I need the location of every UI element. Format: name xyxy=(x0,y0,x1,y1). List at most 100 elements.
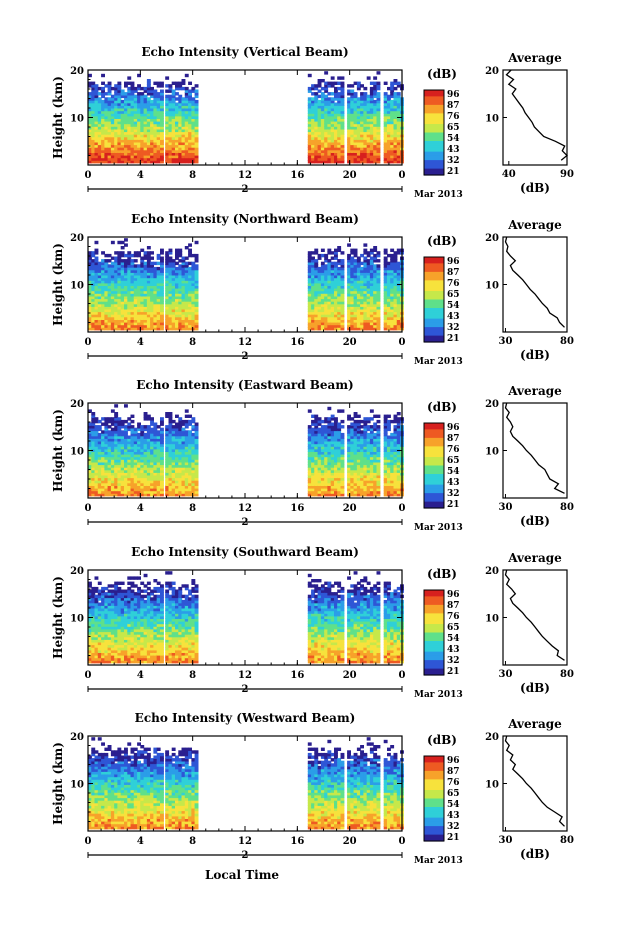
heatmap-cell xyxy=(97,479,102,484)
heatmap-cell xyxy=(314,313,319,318)
heatmap-cell xyxy=(120,123,125,127)
heatmap-cell xyxy=(363,269,368,273)
heatmap-cell xyxy=(366,298,371,302)
heatmap-cell xyxy=(137,432,141,437)
heatmap-cell xyxy=(165,131,170,135)
heatmap-cell xyxy=(88,316,92,320)
heatmap-cell xyxy=(140,110,145,114)
heatmap-cell xyxy=(307,89,312,93)
heatmap-cell xyxy=(181,319,186,323)
heatmap-cell xyxy=(396,99,401,104)
heatmap-cell xyxy=(165,466,170,471)
heatmap-cell xyxy=(165,440,170,445)
heatmap-cell xyxy=(153,316,158,320)
heatmap-cell xyxy=(307,136,312,140)
heatmap-cell xyxy=(396,316,401,320)
heatmap-cell xyxy=(110,427,115,432)
heatmap-cell xyxy=(171,149,176,153)
heatmap-cell xyxy=(114,474,119,479)
heatmap-cell xyxy=(387,118,391,122)
heatmap-cell xyxy=(314,324,319,328)
heatmap-cell xyxy=(130,446,135,450)
heatmap-cell xyxy=(191,311,196,315)
heatmap-cell xyxy=(347,280,351,284)
heatmap-cell xyxy=(114,97,119,101)
heatmap-cell xyxy=(140,482,145,486)
heatmap-cell xyxy=(390,269,395,273)
heatmap-cell xyxy=(369,105,374,109)
heatmap-cell xyxy=(366,141,371,146)
heatmap-cell xyxy=(168,123,173,127)
heatmap-cell xyxy=(165,300,170,305)
heatmap-cell xyxy=(146,477,151,481)
heatmap-cell xyxy=(171,472,176,476)
heatmap-cell xyxy=(178,474,183,479)
heatmap-cell xyxy=(171,144,176,148)
heatmap-cell xyxy=(194,453,199,458)
heatmap-cell xyxy=(168,94,173,99)
heatmap-cell xyxy=(337,136,342,140)
heatmap-cell xyxy=(188,319,192,323)
heatmap-cell xyxy=(387,264,391,268)
heatmap-cell xyxy=(114,94,119,99)
heatmap-cell xyxy=(330,110,335,114)
heatmap-cell xyxy=(110,154,115,159)
heatmap-cell xyxy=(117,300,122,305)
heatmap-cell xyxy=(153,324,158,328)
heatmap-cell xyxy=(314,146,319,151)
heatmap-cell xyxy=(153,274,158,279)
heatmap-cell xyxy=(127,272,132,276)
heatmap-cell xyxy=(383,264,388,268)
heatmap-cell xyxy=(120,490,125,494)
heatmap-cell xyxy=(307,149,312,153)
heatmap-cell xyxy=(393,141,398,146)
heatmap-cell xyxy=(130,443,135,447)
heatmap-cell xyxy=(153,293,158,297)
heatmap-cell xyxy=(114,139,119,143)
heatmap-cell xyxy=(350,298,355,302)
heatmap-cell xyxy=(88,432,92,437)
heatmap-cell xyxy=(88,303,92,307)
heatmap-cell xyxy=(330,269,335,273)
heatmap-cell xyxy=(117,102,122,106)
heatmap-cell xyxy=(317,269,322,273)
heatmap-cell xyxy=(130,282,135,286)
heatmap-cell xyxy=(184,485,189,489)
heatmap-cell xyxy=(390,136,395,140)
heatmap-cell xyxy=(146,123,151,127)
heatmap-cell xyxy=(140,274,145,279)
heatmap-cell xyxy=(330,118,335,122)
heatmap-cell xyxy=(171,446,176,450)
heatmap-cell xyxy=(356,99,361,104)
heatmap-cell xyxy=(334,256,338,260)
heatmap-cell xyxy=(168,141,173,146)
heatmap-cell xyxy=(171,118,176,122)
heatmap-cell xyxy=(101,464,105,468)
heatmap-cell xyxy=(369,89,374,93)
heatmap-cell xyxy=(387,133,391,138)
heatmap-cell xyxy=(117,448,122,452)
heatmap-cell xyxy=(320,99,325,104)
heatmap-cell xyxy=(150,149,154,153)
heatmap-cell xyxy=(387,298,391,302)
heatmap-cell xyxy=(150,94,154,99)
heatmap-cell xyxy=(101,92,105,96)
heatmap-cell xyxy=(143,313,148,318)
heatmap-cell xyxy=(340,146,345,151)
heatmap-cell xyxy=(146,92,151,96)
heatmap-cell xyxy=(373,149,378,153)
heatmap-cell xyxy=(393,136,398,140)
heatmap-cell xyxy=(320,306,325,310)
heatmap-cell xyxy=(327,477,332,481)
heatmap-cell xyxy=(376,313,381,318)
heatmap-cell xyxy=(107,438,112,442)
heatmap-cell xyxy=(363,94,368,99)
heatmap-cell xyxy=(175,300,179,305)
heatmap-cell xyxy=(181,154,186,159)
heatmap-cell xyxy=(143,274,148,279)
heatmap-cell xyxy=(97,107,102,112)
heatmap-cell xyxy=(194,118,199,122)
heatmap-cell xyxy=(140,290,145,294)
heatmap-cell xyxy=(320,327,325,331)
heatmap-cell xyxy=(137,280,141,284)
